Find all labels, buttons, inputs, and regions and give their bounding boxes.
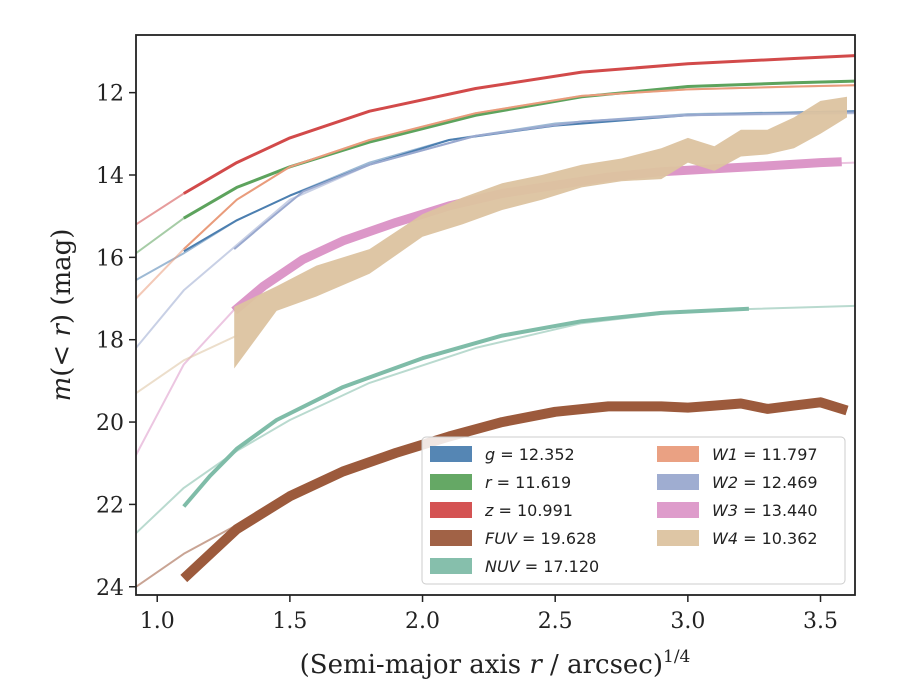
x-axis-label: (Semi-major axis r / arcsec)1/4 [300,647,691,680]
legend-label-r: r = 11.619 [485,473,571,492]
x-tick-label: 3.5 [803,609,838,634]
legend-swatch-w1 [657,446,699,462]
legend: g = 12.352 r = 11.619 z = 10.991 FUV = 19.6… [421,436,846,585]
plot-frame [135,34,856,596]
y-tick-label: 16 [96,246,124,271]
legend-label-g: g = 12.352 [485,445,575,464]
y-tick-label: 20 [96,411,124,436]
series-w4-extrapolation [136,334,238,395]
legend-swatch-r [430,474,472,490]
series-layer [136,54,855,588]
series-w1-line [183,84,855,250]
x-tick-label: 2.5 [538,609,573,634]
series-r-line [183,79,855,220]
series-z-line [183,54,855,195]
legend-label-w1: W1 = 11.797 [712,445,818,464]
legend-label-w4: W4 = 10.362 [712,529,818,548]
y-tick-label: 18 [96,329,124,354]
x-tick-label: 2.0 [405,609,440,634]
y-tick-label: 14 [96,164,124,189]
y-axis-label: m(< r) (mag) [47,229,77,402]
legend-swatch-w4 [657,530,699,546]
legend-swatch-fuv [430,530,472,546]
x-tick-label: 3.0 [670,609,705,634]
legend-label-z: z = 10.991 [484,501,573,520]
x-tick-label: 1.5 [272,609,307,634]
series-w4-band [234,96,847,369]
legend-swatch-w3 [657,502,699,518]
x-tick-label: 1.0 [140,609,175,634]
series-fuv-line [180,397,849,583]
ticks-layer: 1.0 1.5 2.0 2.5 3.0 3.5 12 14 16 18 20 22 24 [96,82,838,634]
legend-label-fuv: FUV = 19.628 [485,529,596,548]
series-w2-line [233,111,855,250]
y-tick-label: 24 [96,576,124,601]
legend-label-w3: W3 = 13.440 [712,501,818,520]
legend-label-w2: W2 = 12.469 [712,473,818,492]
series-nuv-line [182,306,749,508]
legend-swatch-w2 [657,474,699,490]
y-tick-label: 22 [96,493,124,518]
y-tick-label: 12 [96,82,124,107]
legend-swatch-nuv [430,558,472,574]
legend-swatch-g [430,446,472,462]
legend-swatch-z [430,502,472,518]
legend-label-nuv: NUV = 17.120 [485,557,599,576]
legend-box [421,436,846,585]
